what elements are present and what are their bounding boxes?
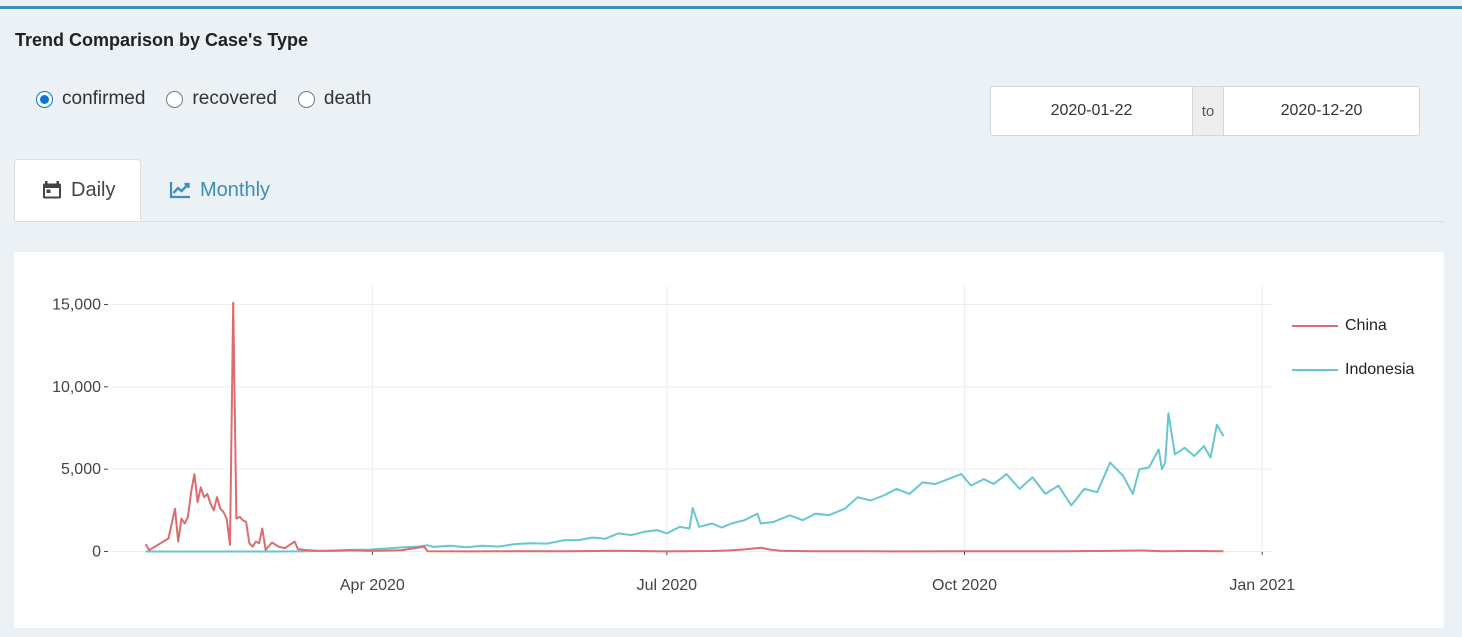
y-tick-label: 5,000 [61, 461, 101, 478]
x-tick-label: Jul 2020 [637, 577, 698, 594]
tab-monthly-label: Monthly [200, 178, 271, 201]
radio-confirmed-indicator[interactable] [36, 90, 53, 108]
radio-death-indicator[interactable] [297, 90, 315, 108]
legend-swatch-china [1292, 325, 1338, 327]
radio-recovered[interactable]: recovered [166, 88, 277, 110]
case-type-radio-group: confirmed recovered death [36, 88, 392, 110]
tab-daily-label: Daily [71, 178, 116, 201]
x-tick-label: Apr 2020 [340, 577, 405, 594]
date-range-picker: 2020-01-22 to 2020-12-20 [990, 86, 1420, 136]
radio-recovered-indicator[interactable] [166, 90, 184, 108]
chart-area: Apr 2020 Jul 2020 Oct 2020 Jan 2021 0 5,000 10… [14, 252, 1444, 628]
tab-daily[interactable]: Daily [14, 159, 141, 221]
legend-label-china: China [1345, 317, 1387, 334]
calendar-icon [43, 181, 61, 199]
chart-legend: China Indonesia [1292, 304, 1414, 392]
series-line-china[interactable] [144, 301, 1224, 553]
legend-label-indonesia: Indonesia [1345, 361, 1415, 378]
end-date-input[interactable]: 2020-12-20 [1223, 86, 1420, 136]
start-date-input[interactable]: 2020-01-22 [990, 86, 1193, 136]
line-chart-icon [169, 182, 190, 199]
top-accent-bar [0, 6, 1462, 9]
tab-bar: Daily Monthly [14, 159, 1444, 222]
y-tick-label: 10,000 [52, 379, 101, 396]
legend-swatch-indonesia [1292, 369, 1338, 371]
date-range-separator: to [1193, 86, 1223, 136]
radio-death-label: death [323, 88, 372, 109]
y-tick-label: 15,000 [52, 296, 101, 313]
radio-confirmed[interactable]: confirmed [36, 88, 145, 110]
radio-death[interactable]: death [297, 88, 372, 110]
legend-item-indonesia[interactable]: Indonesia [1292, 348, 1414, 392]
x-tick-label: Oct 2020 [932, 577, 997, 594]
panel-title: Trend Comparison by Case's Type [15, 30, 309, 50]
series-line-indonesia[interactable] [145, 412, 1225, 553]
y-tick-label: 0 [92, 544, 101, 561]
legend-item-china[interactable]: China [1292, 304, 1414, 348]
radio-confirmed-label: confirmed [62, 88, 146, 109]
radio-recovered-label: recovered [192, 88, 277, 109]
trend-line-chart[interactable]: Apr 2020 Jul 2020 Oct 2020 Jan 2021 0 5,000 10… [14, 252, 1444, 628]
tab-monthly[interactable]: Monthly [169, 159, 270, 221]
x-tick-label: Jan 2021 [1229, 577, 1295, 594]
